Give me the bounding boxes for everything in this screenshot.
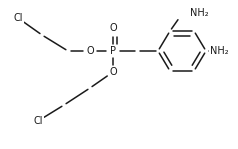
- Text: O: O: [109, 23, 117, 33]
- Text: NH₂: NH₂: [190, 8, 209, 18]
- Text: Cl: Cl: [33, 116, 43, 126]
- Text: P: P: [110, 46, 116, 56]
- Text: NH₂: NH₂: [210, 46, 229, 56]
- Text: O: O: [109, 67, 117, 77]
- Text: Cl: Cl: [13, 13, 23, 23]
- Text: O: O: [86, 46, 94, 56]
